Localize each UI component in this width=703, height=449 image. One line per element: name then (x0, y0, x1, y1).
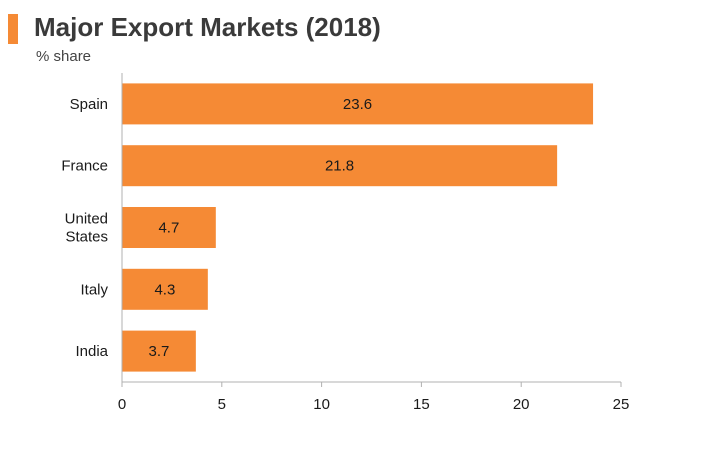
x-tick-label: 0 (118, 396, 126, 413)
chart-title: Major Export Markets (2018) (34, 12, 381, 42)
data-label: 23.6 (343, 96, 372, 113)
data-label: 21.8 (325, 158, 354, 175)
category-label: Spain (70, 96, 108, 113)
category-label: India (75, 343, 108, 360)
x-tick-label: 10 (313, 396, 330, 413)
bar-france (122, 145, 558, 187)
x-tick-label: 15 (413, 396, 430, 413)
bar-india (122, 330, 196, 372)
data-label: 3.7 (148, 343, 169, 360)
category-label: United States (65, 211, 108, 246)
x-tick-label: 20 (513, 396, 530, 413)
category-label: France (61, 158, 108, 175)
category-label: Italy (80, 281, 108, 298)
x-tick-label: 5 (218, 396, 226, 413)
bar-spain (122, 83, 594, 125)
bar-united-states (122, 207, 216, 248)
data-label: 4.3 (154, 281, 175, 298)
x-tick-label: 25 (613, 396, 630, 413)
chart-subtitle: % share (36, 48, 92, 65)
data-label: 4.7 (158, 220, 179, 237)
title-accent-bar (8, 14, 18, 44)
bar-italy (122, 268, 208, 310)
